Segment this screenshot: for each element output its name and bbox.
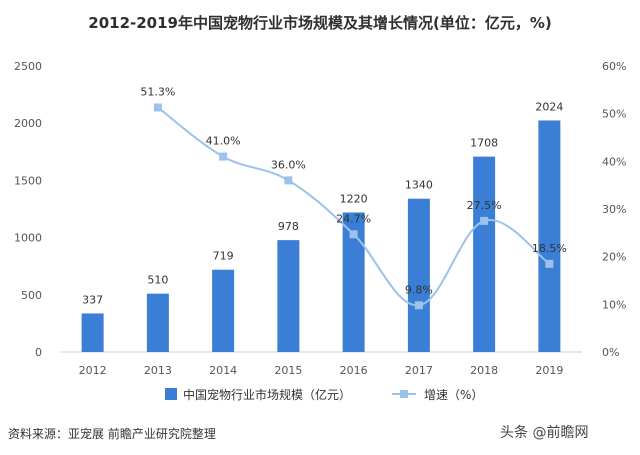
bar-value-label: 510 <box>147 274 168 287</box>
y-right-tick-label: 40% <box>602 155 626 168</box>
bar <box>407 198 430 352</box>
bar-value-label: 978 <box>278 220 299 233</box>
growth-point <box>349 230 358 239</box>
y-right-tick-label: 30% <box>602 203 626 216</box>
growth-point <box>284 176 293 185</box>
growth-point <box>153 103 162 112</box>
growth-value-label: 9.8% <box>405 283 433 296</box>
y-right-tick-label: 10% <box>602 298 626 311</box>
chart-title: 2012-2019年中国宠物行业市场规模及其增长情况(单位：亿元，%) <box>88 14 551 32</box>
growth-point <box>480 216 489 225</box>
bar <box>146 293 169 352</box>
growth-value-label: 24.7% <box>336 212 371 225</box>
y-left-tick-label: 2500 <box>14 60 42 73</box>
x-tick-label: 2014 <box>209 364 237 377</box>
source-note: 资料来源：亚宠展 前瞻产业研究院整理 <box>8 427 216 441</box>
y-left-tick-label: 1500 <box>14 174 42 187</box>
growth-value-label: 27.5% <box>467 199 502 212</box>
y-left-tick-label: 1000 <box>14 232 42 245</box>
bar-value-label: 719 <box>213 250 234 263</box>
bar <box>212 269 235 352</box>
x-tick-label: 2013 <box>144 364 172 377</box>
y-right-tick-label: 0% <box>602 346 619 359</box>
x-tick-label: 2012 <box>79 364 107 377</box>
growth-value-label: 41.0% <box>206 135 241 148</box>
legend-bar-swatch <box>165 388 177 400</box>
growth-value-label: 51.3% <box>140 85 175 98</box>
y-left-tick-label: 0 <box>35 346 42 359</box>
bar-value-label: 1340 <box>405 179 433 192</box>
x-tick-label: 2019 <box>535 364 563 377</box>
bar <box>342 212 365 352</box>
y-right-tick-label: 20% <box>602 251 626 264</box>
y-left-tick-label: 500 <box>21 289 42 302</box>
legend-line-marker <box>400 390 408 398</box>
bar <box>277 240 300 352</box>
bar <box>538 120 561 352</box>
x-tick-label: 2016 <box>340 364 368 377</box>
growth-value-label: 36.0% <box>271 158 306 171</box>
growth-value-label: 18.5% <box>532 242 567 255</box>
bar <box>81 313 104 352</box>
growth-point <box>414 301 423 310</box>
bar <box>473 156 496 352</box>
watermark-text: 头条 @前瞻网 <box>500 425 589 441</box>
x-tick-label: 2017 <box>405 364 433 377</box>
x-tick-label: 2018 <box>470 364 498 377</box>
growth-point <box>219 152 228 161</box>
bar-value-label: 337 <box>82 293 103 306</box>
y-right-tick-label: 50% <box>602 108 626 121</box>
bar-value-label: 1708 <box>470 137 498 150</box>
x-tick-label: 2015 <box>274 364 302 377</box>
bar-value-label: 1220 <box>340 192 368 205</box>
y-right-tick-label: 60% <box>602 60 626 73</box>
growth-point <box>545 259 554 268</box>
bar-value-label: 2024 <box>535 100 563 113</box>
legend-bar-label: 中国宠物行业市场规模（亿元） <box>183 387 351 402</box>
y-left-tick-label: 2000 <box>14 117 42 130</box>
legend-line-label: 增速（%） <box>424 388 483 402</box>
